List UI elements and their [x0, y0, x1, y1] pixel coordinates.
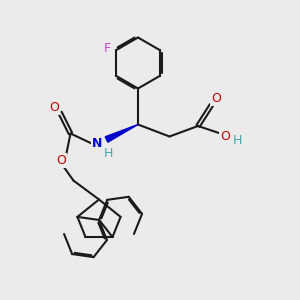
Text: O: O: [50, 101, 59, 114]
Text: H: H: [104, 147, 113, 160]
Polygon shape: [105, 124, 138, 142]
Text: F: F: [104, 42, 111, 55]
Text: O: O: [57, 154, 66, 167]
Text: O: O: [211, 92, 221, 106]
Text: H: H: [232, 134, 242, 148]
Text: N: N: [92, 137, 102, 150]
Text: O: O: [220, 130, 230, 143]
